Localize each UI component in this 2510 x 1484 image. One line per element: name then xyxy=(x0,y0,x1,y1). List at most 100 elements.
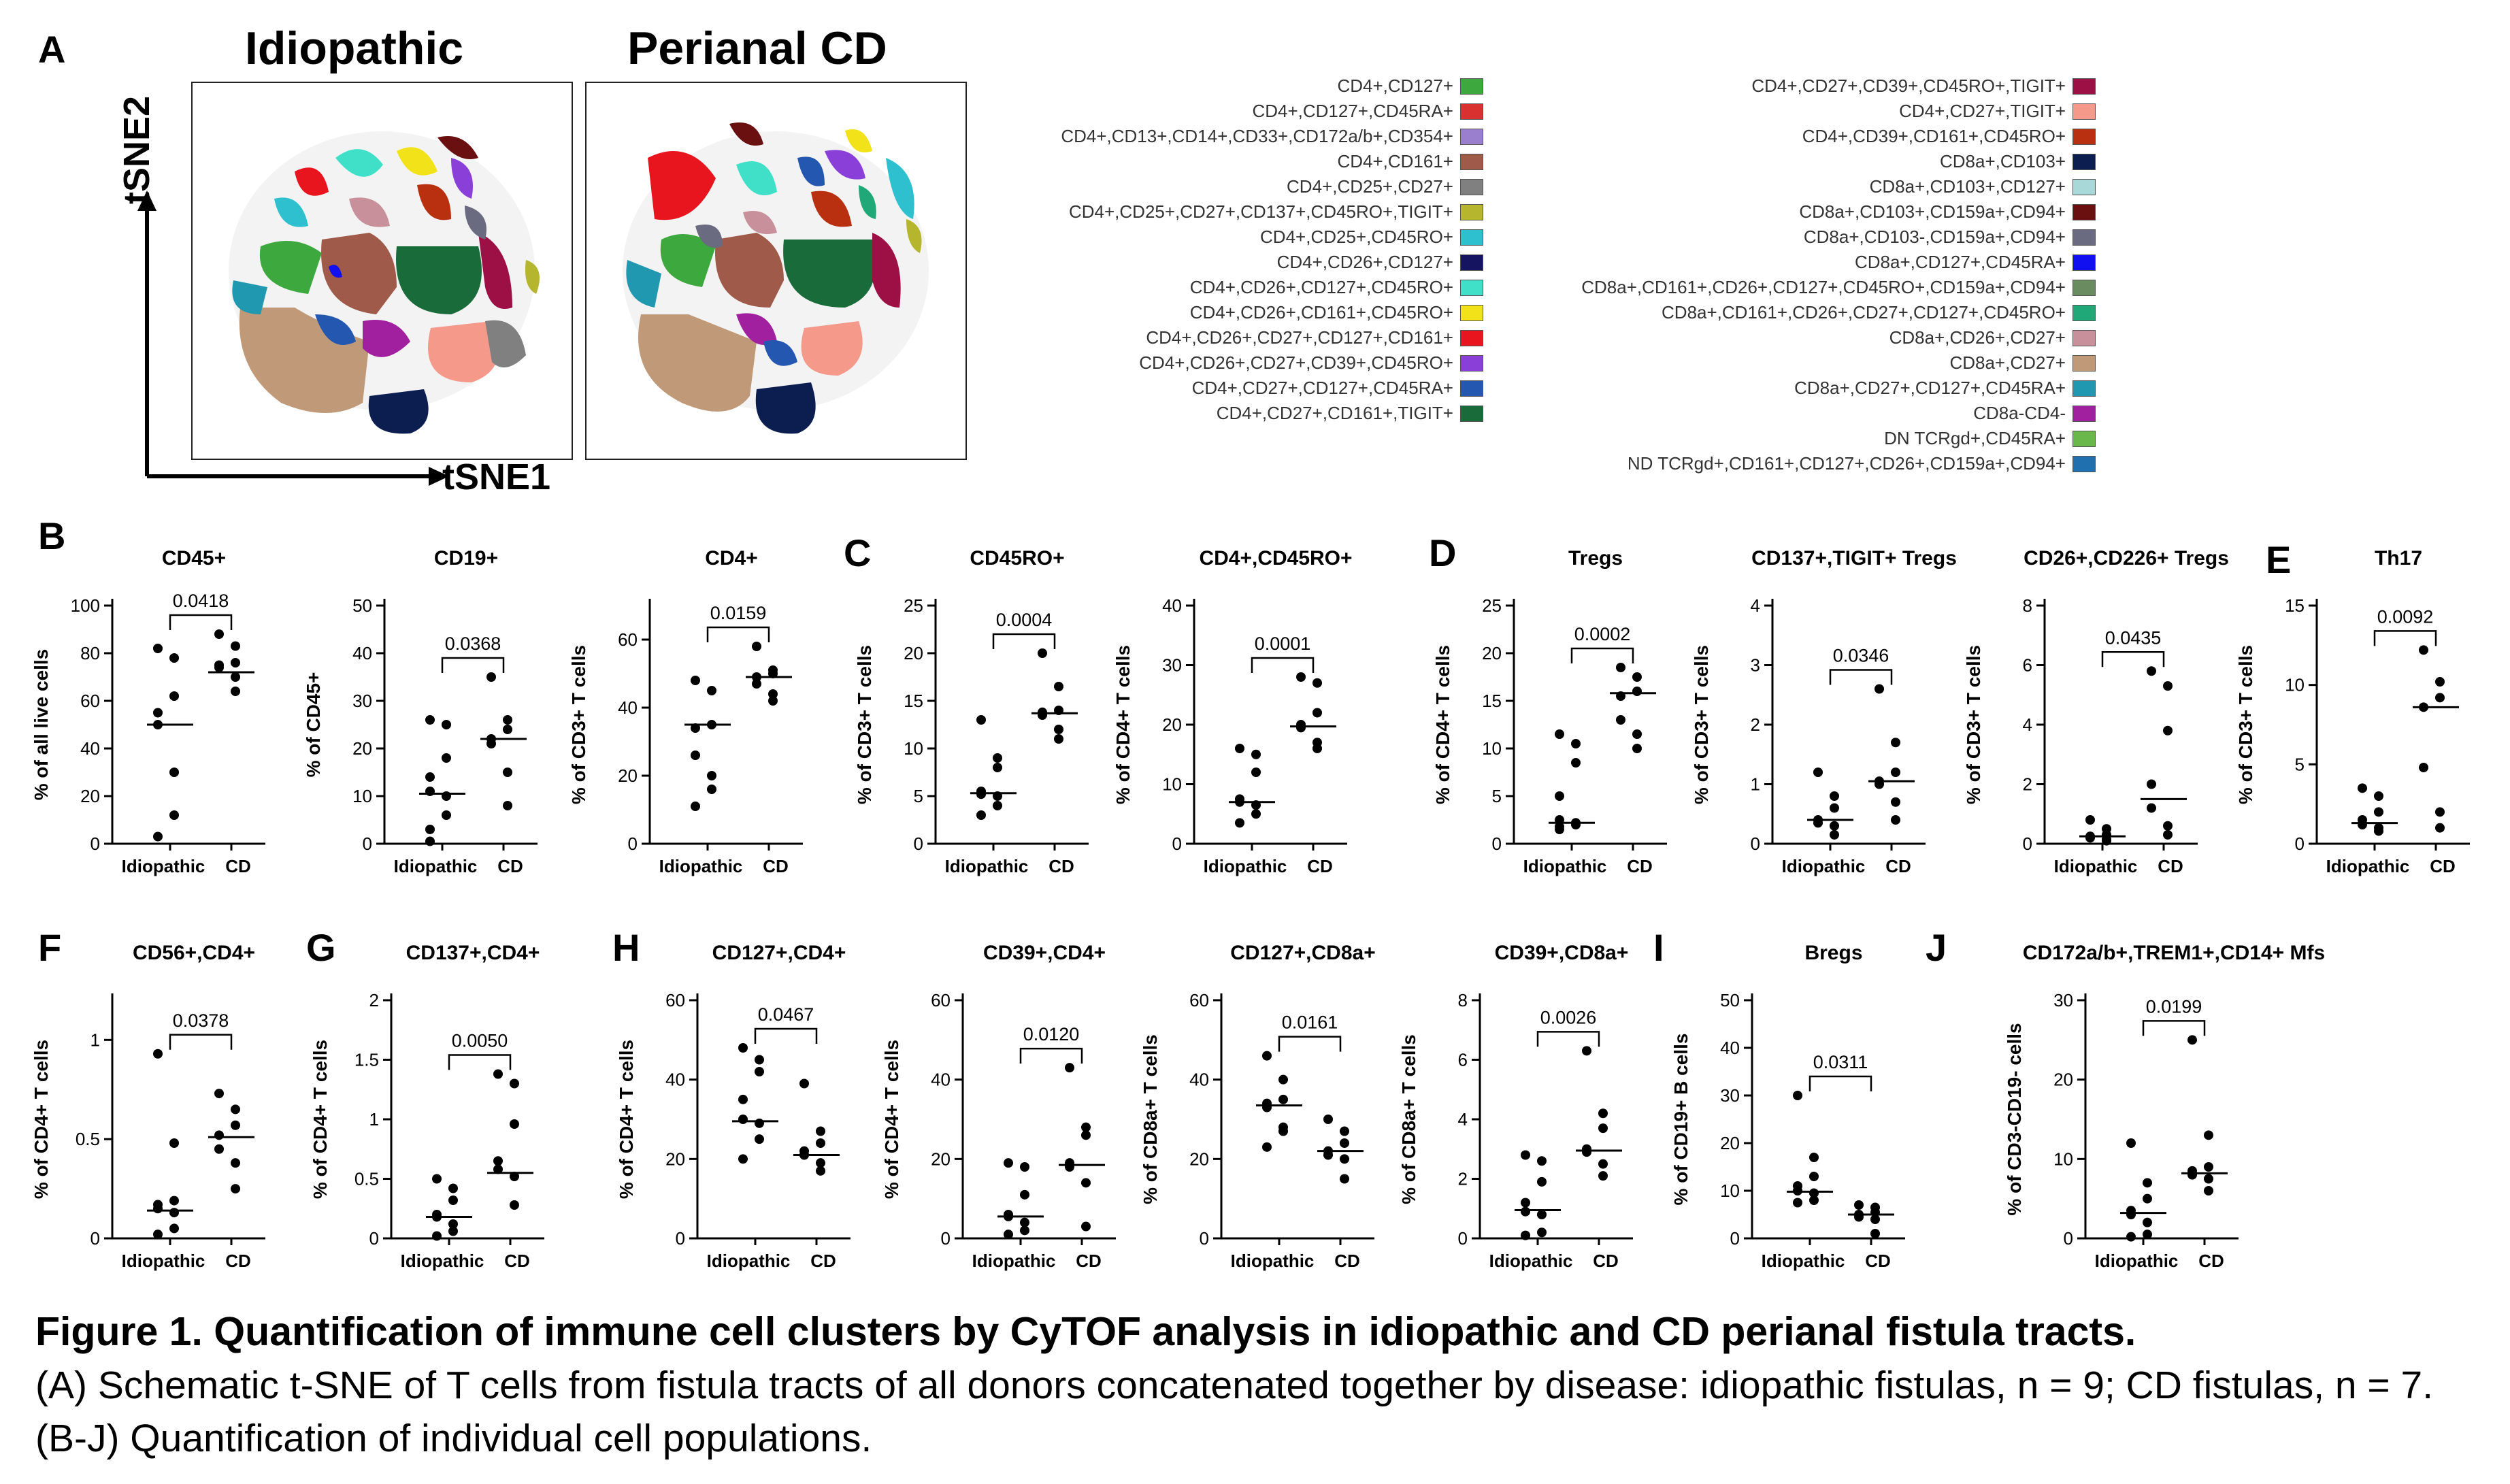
data-point xyxy=(231,658,240,667)
data-point xyxy=(448,1183,458,1193)
legend-label: CD8a+,CD103+,CD127+ xyxy=(1869,176,2066,197)
data-point xyxy=(1296,723,1306,733)
data-point xyxy=(1020,1162,1029,1172)
data-point xyxy=(2435,823,2445,833)
legend-swatch xyxy=(2073,203,2096,220)
data-point xyxy=(2143,1193,2152,1204)
legend-swatch xyxy=(1460,354,1483,372)
tsne-clusters-idiopathic xyxy=(229,131,540,434)
chart-th17: Th17 0 5 10 15 Idiopathic CD % of CD3+ T cells 0… xyxy=(2235,547,2470,876)
data-point xyxy=(707,771,716,780)
p-value-label: 0.0001 xyxy=(1255,633,1311,654)
y-tick-label: 10 xyxy=(2285,675,2305,695)
y-tick-label: 10 xyxy=(1720,1181,1740,1201)
data-point xyxy=(503,768,512,777)
legend-swatch xyxy=(2073,128,2096,145)
y-tick-label: 20 xyxy=(618,765,638,786)
x-tick-label: CD xyxy=(225,1251,251,1271)
figure-caption: Figure 1. Quantification of immune cell … xyxy=(35,1305,2485,1465)
legend-label: CD4+,CD39+,CD161+,CD45RO+ xyxy=(1802,126,2066,146)
data-point xyxy=(2374,807,2383,817)
data-point xyxy=(153,1230,163,1240)
chart-title: CD4+ xyxy=(705,547,758,570)
data-point xyxy=(1521,1206,1530,1217)
data-point xyxy=(442,753,451,763)
chart-cd45: CD45+ 0 20 40 60 80 100 Idiopathic CD % of all li… xyxy=(31,547,265,876)
data-point xyxy=(2435,807,2445,817)
significance-bracket xyxy=(2101,651,2165,667)
data-point xyxy=(510,1172,519,1181)
data-point xyxy=(755,1118,764,1128)
y-tick-label: 0 xyxy=(628,834,638,854)
data-point xyxy=(1081,1122,1091,1132)
data-point xyxy=(214,663,224,672)
y-axis-label: % of CD3+ T cells xyxy=(1691,645,1712,804)
data-point xyxy=(2147,803,2156,813)
data-point xyxy=(153,708,163,718)
p-value-label: 0.0050 xyxy=(452,1031,508,1051)
data-point xyxy=(1598,1171,1608,1181)
legend-label: CD4+,CD161+ xyxy=(1337,151,1453,171)
legend-swatch xyxy=(2073,329,2096,346)
data-point xyxy=(755,1067,764,1076)
y-tick-label: 20 xyxy=(352,738,372,759)
y-tick-label: 6 xyxy=(1458,1050,1468,1070)
chart-title: CD127+,CD8a+ xyxy=(1230,942,1375,964)
significance-bracket xyxy=(169,1034,233,1050)
data-point xyxy=(2358,820,2367,829)
legend-swatch xyxy=(2073,103,2096,120)
p-value-label: 0.0004 xyxy=(996,610,1053,630)
chart-cd39-cd4: CD39+,CD4+ 0 20 40 60 Idiopathic CD % of CD4+ T… xyxy=(881,942,1116,1271)
x-tick-label: Idiopathic xyxy=(122,856,205,876)
legend-label: CD4+,CD26+,CD161+,CD45RO+ xyxy=(1189,302,1453,323)
chart-title: CD45+ xyxy=(162,547,226,570)
chart-cd19: CD19+ 0 10 20 30 40 50 Idiopathic CD % of CD45+ 0.… xyxy=(303,547,538,876)
y-axis-label: % of CD4+ T cells xyxy=(31,1040,52,1199)
data-point xyxy=(1235,744,1244,753)
data-point xyxy=(214,1144,224,1154)
data-point xyxy=(2163,725,2173,736)
legend-left-entry: CD4+,CD26+,CD161+,CD45RO+ xyxy=(939,300,1483,325)
data-point xyxy=(1891,738,1900,748)
significance-bracket xyxy=(2373,630,2437,646)
data-point xyxy=(1537,1156,1547,1166)
y-axis-label: % of CD4+ T cells xyxy=(881,1040,902,1199)
legend-swatch xyxy=(1460,153,1483,170)
legend-right-entry: CD8a+,CD27+,CD127+,CD45RA+ xyxy=(1483,376,2096,401)
legend-label: CD4+,CD27+,CD161+,TIGIT+ xyxy=(1216,403,1453,423)
data-point xyxy=(2085,833,2095,843)
data-point xyxy=(442,810,451,820)
y-tick-label: 0 xyxy=(2295,834,2305,854)
p-value-label: 0.0378 xyxy=(173,1010,229,1031)
data-point xyxy=(1020,1189,1029,1200)
y-axis-label: % of CD3+ T cells xyxy=(568,645,589,804)
data-point xyxy=(510,1200,519,1210)
legend-right-entry: CD8a+,CD127+,CD45RA+ xyxy=(1483,250,2096,275)
legend-right-entry: CD8a+,CD103+,CD127+ xyxy=(1483,174,2096,199)
legend-label: CD4+,CD27+,CD39+,CD45RO+,TIGIT+ xyxy=(1751,76,2066,96)
data-point xyxy=(1809,1196,1819,1205)
data-point xyxy=(1065,1162,1074,1172)
data-point xyxy=(231,1120,240,1130)
data-point xyxy=(1054,725,1063,734)
data-point xyxy=(169,1223,179,1234)
legend-label: CD4+,CD25+,CD45RO+ xyxy=(1260,227,1453,247)
legend-right-entry: CD4+,CD27+,CD39+,CD45RO+,TIGIT+ xyxy=(1483,73,2096,99)
data-point xyxy=(1598,1159,1608,1169)
data-point xyxy=(738,1094,748,1104)
y-tick-label: 20 xyxy=(2053,1070,2073,1090)
x-tick-label: Idiopathic xyxy=(1523,856,1607,876)
chart-cd172-trem1-cd14-mfs: CD172a/b+,TREM1+,CD14+ Mfs 0 10 20 30 Idiopat… xyxy=(2004,942,2325,1271)
y-tick-label: 40 xyxy=(618,697,638,718)
data-point xyxy=(1340,1174,1349,1184)
y-tick-label: 20 xyxy=(665,1149,685,1169)
y-tick-label: 25 xyxy=(1482,595,1502,616)
data-point xyxy=(486,739,496,748)
data-point xyxy=(2435,677,2445,687)
data-point xyxy=(1278,1094,1288,1104)
data-point xyxy=(503,725,512,734)
y-tick-label: 0 xyxy=(1751,834,1760,854)
legend-left-entry: CD4+,CD26+,CD27+,CD127+,CD161+ xyxy=(939,325,1483,350)
data-point xyxy=(768,689,778,699)
legend-label: CD4+,CD26+,CD127+ xyxy=(1276,252,1453,272)
